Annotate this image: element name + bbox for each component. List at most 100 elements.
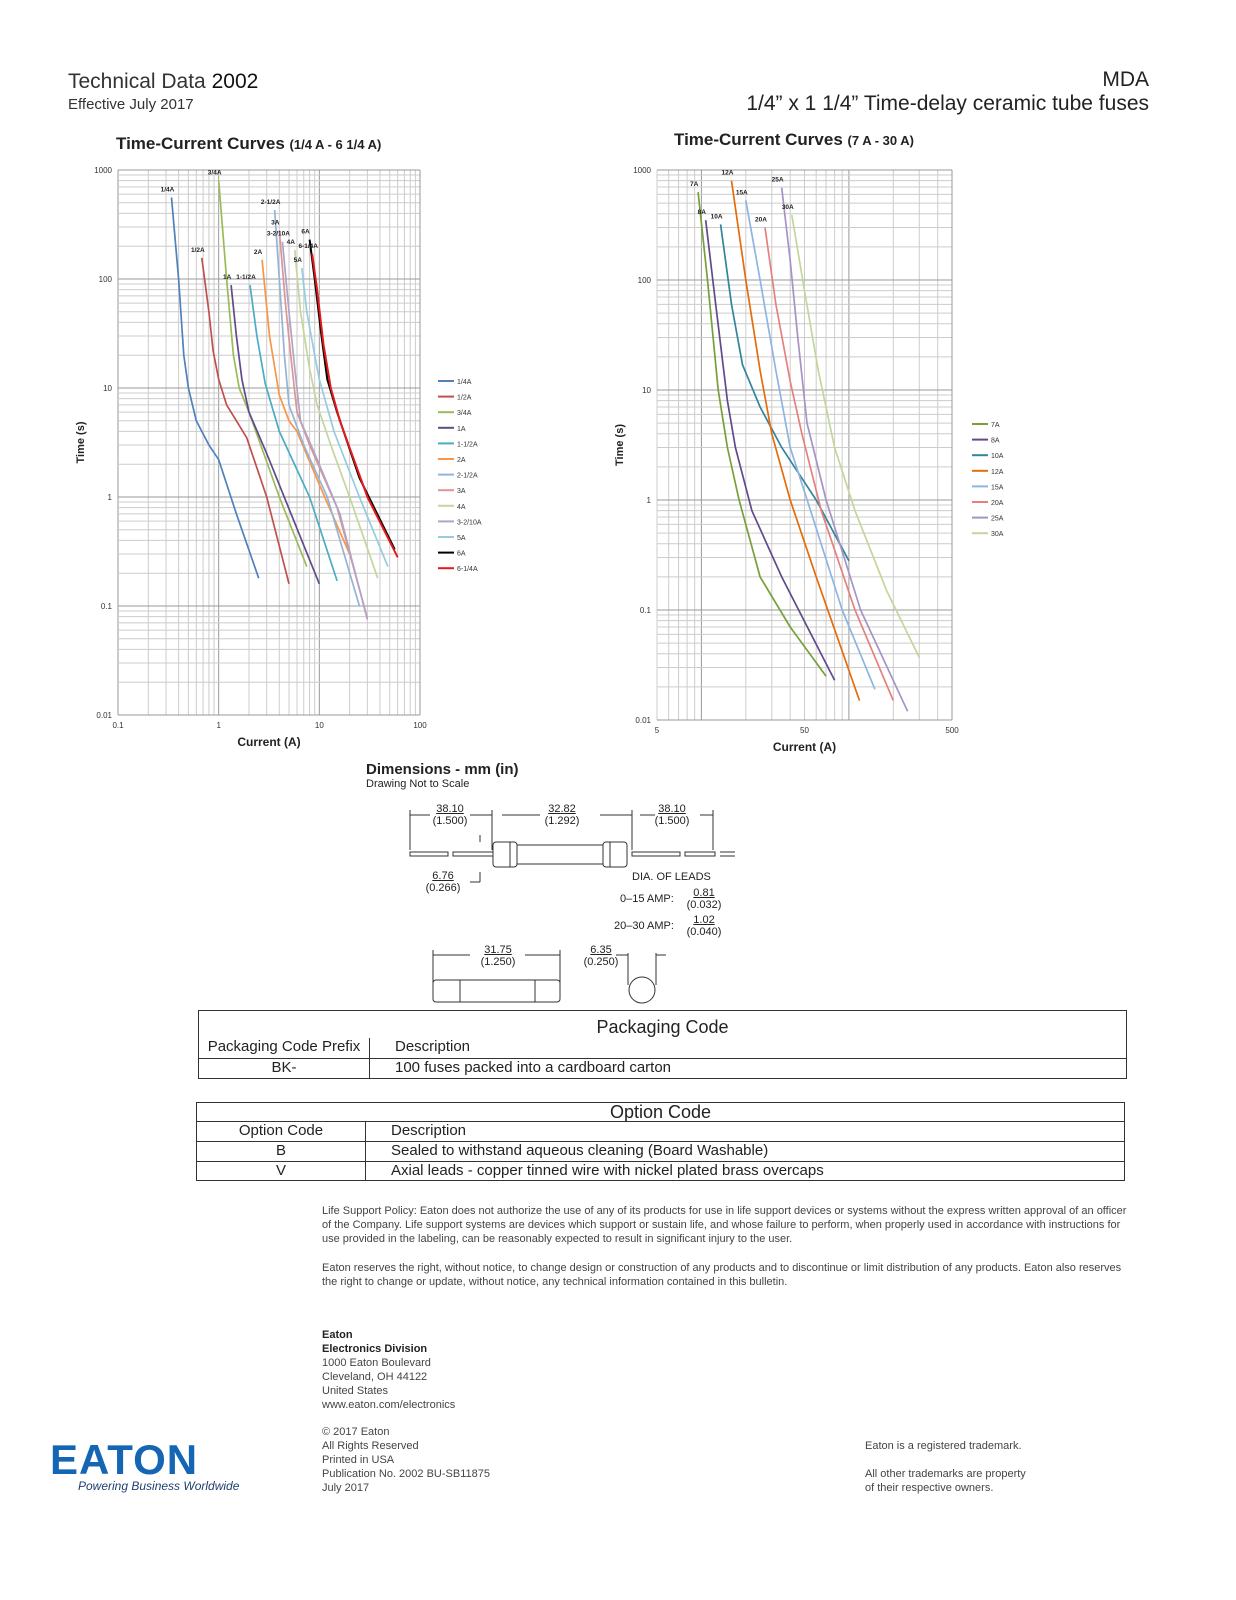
x-tick-label: 50 [800,726,809,735]
company-name: Eaton [322,1329,353,1341]
dim-value-mm: 1.02 [693,914,715,926]
address-line: Cleveland, OH 44122 [322,1371,428,1383]
option-code-cell: B [275,1142,286,1159]
legend-label: 2A [457,457,466,464]
logo-tagline: Powering Business Worldwide [78,1479,240,1493]
dim-value-mm: 6.35 [590,944,612,956]
option-description-cell: Sealed to withstand aqueous cleaning (Bo… [365,1142,1124,1161]
series-label: 5A [294,257,303,264]
copyright-line: © 2017 Eaton [322,1426,390,1438]
series-label: 25A [772,177,784,184]
series-label: 7A [690,181,699,188]
product-description: 1/4” x 1 1/4” Time-delay ceramic tube fu… [746,92,1149,115]
series-label: 30A [782,204,794,211]
series-line [261,259,351,555]
y-tick-label: 100 [99,275,113,284]
dim-lead-left: 38.10 (1.500) [425,803,475,827]
dim-value-mm: 6.76 [432,870,454,882]
series-line [200,257,290,585]
chart-2-title-range: (7 A - 30 A) [847,133,914,148]
series-label: 1/2A [191,247,205,254]
x-tick-label: 1 [216,721,221,730]
series-label: 4A [287,239,296,246]
x-tick-label: 5 [655,726,660,735]
x-tick-label: 500 [945,726,959,735]
life-support-policy: Life Support Policy: Eaton does not auth… [322,1205,1127,1245]
packaging-header-description: Description [369,1038,1126,1058]
series-label: 20A [755,217,767,224]
product-name: MDA [1102,68,1149,91]
series-line [293,249,379,579]
packaging-header-prefix: Packaging Code Prefix [207,1038,361,1055]
table-row: BK- 100 fuses packed into a cardboard car… [199,1058,1126,1078]
series-label: 6-1/4A [298,243,318,250]
packaging-code-table: Packaging Code Packaging Code Prefix Desc… [198,1010,1127,1079]
address-block: Eaton Electronics Division 1000 Eaton Bo… [322,1328,455,1412]
chart-2: 0.01 0.1 1 10 100 1000 5 50 500 Current (A) Time (… [614,166,1004,754]
option-header-code: Option Code [238,1122,324,1139]
series-label: 3-2/10A [267,231,290,238]
series-label: 2A [254,249,263,256]
series-line [300,268,389,567]
series-label: 3A [271,219,280,226]
legend-label: 1A [457,426,466,433]
change-notice: Eaton reserves the right, without notice… [322,1262,1122,1288]
legend-label: 7A [991,422,1000,429]
address-line: 1000 Eaton Boulevard [322,1357,431,1369]
amp2-value: 1.02 (0.040) [680,914,728,938]
dim-value-mm: 31.75 [484,944,512,956]
x-tick-label: 0.1 [112,721,124,730]
legend-label: 20A [991,500,1004,507]
fuse-drawing [409,810,735,1004]
series-label: 1/4A [161,186,175,193]
legend-label: 15A [991,484,1004,491]
series-line [273,209,361,607]
series-line [311,253,399,558]
y-tick-label: 1 [108,493,113,502]
dim-value-mm: 32.82 [548,803,576,815]
copyright-line: Printed in USA [322,1454,395,1466]
option-code-cell: V [275,1162,286,1179]
chart-2-title-text: Time-Current Curves [674,130,843,149]
series-line [790,214,921,658]
dim-value-in: (0.040) [686,926,722,938]
series-line [230,285,321,585]
series-line [697,192,827,677]
dim-lead-right: 38.10 (1.500) [647,803,697,827]
eaton-logo: EATON [50,1436,199,1483]
website-link[interactable]: www.eaton.com/electronics [322,1399,456,1411]
table-row: V Axial leads - copper tinned wire with n… [197,1161,1124,1180]
packaging-prefix-cell: BK- [271,1059,297,1076]
series-label: 10A [711,213,723,220]
dim-value-mm: 38.10 [436,803,464,815]
dimensions-subtitle: Drawing Not to Scale [366,778,470,790]
dia-leads-label: DIA. OF LEADS [632,871,711,883]
legend-label: 1/2A [457,395,472,402]
trademark-line: All other trademarks are property [865,1468,1026,1480]
y-tick-label: 0.01 [96,711,112,720]
trademark-line: of their respective owners. [865,1482,994,1494]
legend-label: 6A [457,551,466,558]
y-tick-label: 1000 [94,166,112,175]
legend-label: 8A [991,438,1000,445]
trademark-line: Eaton is a registered trademark. [865,1440,1022,1452]
series-label: 1-1/2A [236,274,256,281]
y-tick-label: 0.1 [101,602,113,611]
series-label: 1A [223,274,232,281]
dim-value-in: (1.292) [544,815,580,827]
dim-diameter: 6.76 (0.266) [418,870,468,894]
option-description-cell: Axial leads - copper tinned wire with ni… [365,1162,1124,1180]
trademark-block: Eaton is a registered trademark. All oth… [865,1439,1026,1495]
packaging-description-cell: 100 fuses packed into a cardboard carton [369,1059,1126,1078]
amp1-label: 0–15 AMP: [620,893,674,905]
publication-number: Publication No. 2002 BU-SB11875 [322,1468,490,1480]
dim-value-in: (1.500) [432,815,468,827]
option-table-title: Option Code [609,1102,712,1122]
legend-label: 3A [457,488,466,495]
series-label: 8A [698,209,707,216]
doc-title-text: Technical Data [68,70,206,93]
y-tick-label: 100 [638,276,652,285]
series-line [744,200,876,690]
x-tick-label: 10 [315,721,324,730]
dimensions-title: Dimensions - mm (in) [366,761,519,778]
